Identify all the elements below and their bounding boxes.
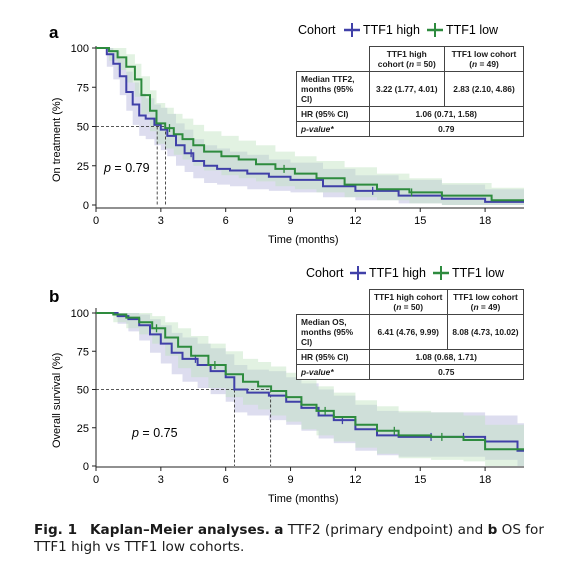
y-axis-label: On treatment (%) bbox=[51, 98, 63, 182]
legend-high-marker bbox=[350, 266, 366, 280]
summary-table: TTF1 high cohort (n = 50) TTF1 low cohort… bbox=[296, 46, 524, 137]
x-tick-label: 15 bbox=[414, 215, 426, 227]
table-cell: 1.08 (0.68, 1.71) bbox=[368, 349, 524, 365]
panel-letter: a bbox=[49, 23, 59, 42]
x-tick-label: 9 bbox=[287, 215, 293, 227]
figure-label: Fig. 1 bbox=[34, 522, 78, 538]
y-tick-label: 50 bbox=[77, 122, 89, 134]
table-cell: 6.41 (4.76, 9.99) bbox=[368, 314, 448, 350]
legend-high-label: TTF1 high bbox=[369, 266, 426, 280]
panel-a: a Cohort TTF1 high TTF1 low 0 3 6 9 12 15 18 0 2… bbox=[0, 0, 569, 265]
y-tick-label: 25 bbox=[77, 161, 89, 173]
caption-text-b: OS for TTF1 high vs TTF1 low cohorts. bbox=[34, 522, 544, 555]
table-header-high: TTF1 high cohort (n = 50) bbox=[368, 46, 446, 72]
table-row-label: p-value* bbox=[296, 364, 370, 380]
x-tick-label: 0 bbox=[93, 215, 99, 227]
legend-title: Cohort bbox=[298, 23, 336, 37]
summary-table: TTF1 high cohort (n = 50) TTF1 low cohort… bbox=[296, 289, 525, 380]
km-curve-ttf1-high bbox=[96, 47, 524, 203]
table-header-high: TTF1 high cohort (n = 50) bbox=[368, 289, 448, 315]
caption-letter-a: a bbox=[274, 522, 284, 538]
x-tick-label: 12 bbox=[349, 215, 361, 227]
ci-band-high bbox=[96, 313, 524, 466]
x-tick-label: 12 bbox=[349, 474, 361, 486]
y-tick-label: 100 bbox=[71, 308, 89, 320]
y-tick-label: 0 bbox=[83, 461, 89, 473]
table-cell: 3.22 (1.77, 4.01) bbox=[368, 71, 446, 107]
legend-title: Cohort bbox=[306, 266, 344, 280]
table-cell: 1.06 (0.71, 1.58) bbox=[368, 106, 524, 122]
table-cell: 8.08 (4.73, 10.02) bbox=[446, 314, 525, 350]
legend-low-label: TTF1 low bbox=[452, 266, 505, 280]
x-axis-label: Time (months) bbox=[268, 493, 339, 505]
table-cell: 2.83 (2.10, 4.86) bbox=[444, 71, 524, 107]
caption-letter-b: b bbox=[487, 522, 498, 538]
table-corner bbox=[296, 289, 370, 315]
legend-high-marker bbox=[344, 23, 360, 37]
ci-band-high bbox=[96, 48, 524, 205]
km-chart-a: a Cohort TTF1 high TTF1 low 0 3 6 9 12 15 18 0 2… bbox=[49, 23, 524, 246]
y-tick-label: 0 bbox=[83, 200, 89, 212]
x-tick-label: 15 bbox=[414, 474, 426, 486]
y-tick-label: 75 bbox=[77, 346, 89, 358]
y-tick-label: 100 bbox=[71, 43, 89, 55]
km-curve-ttf1-low bbox=[96, 312, 524, 451]
x-tick-label: 9 bbox=[287, 474, 293, 486]
legend-low-marker bbox=[427, 23, 443, 37]
y-tick-label: 25 bbox=[77, 423, 89, 435]
caption-text-a: TTF2 (primary endpoint) and bbox=[283, 522, 488, 538]
table-row-label: Median TTF2, months (95% CI) bbox=[296, 71, 370, 107]
x-tick-label: 6 bbox=[223, 215, 229, 227]
x-tick-label: 0 bbox=[93, 474, 99, 486]
table-corner bbox=[296, 46, 370, 72]
x-tick-label: 18 bbox=[479, 474, 491, 486]
y-tick-label: 75 bbox=[77, 82, 89, 94]
legend-low-marker bbox=[433, 266, 449, 280]
table-row-label: HR (95% CI) bbox=[296, 349, 370, 365]
panel-letter: b bbox=[49, 287, 59, 306]
table-header-low: TTF1 low cohort (n = 49) bbox=[446, 289, 525, 315]
table-header-low: TTF1 low cohort (n = 49) bbox=[444, 46, 524, 72]
legend-high-label: TTF1 high bbox=[363, 23, 420, 37]
ci-band-low bbox=[96, 48, 524, 205]
y-tick-label: 50 bbox=[77, 385, 89, 397]
figure-caption: Fig. 1 Kaplan–Meier analyses. a TTF2 (pr… bbox=[34, 522, 559, 556]
km-curve-ttf1-low bbox=[96, 47, 524, 202]
legend-low-label: TTF1 low bbox=[446, 23, 499, 37]
km-chart-b: b Cohort TTF1 high TTF1 low 0 3 6 9 12 15 18 0 2… bbox=[49, 266, 524, 505]
table-cell: 0.79 bbox=[368, 121, 524, 137]
p-value-annotation: p = 0.79 bbox=[103, 161, 150, 175]
panel-b: b Cohort TTF1 high TTF1 low 0 3 6 9 12 15 18 0 2… bbox=[0, 262, 569, 527]
x-tick-label: 18 bbox=[479, 215, 491, 227]
table-cell: 0.75 bbox=[368, 364, 524, 380]
x-tick-label: 3 bbox=[158, 474, 164, 486]
table-row-label: HR (95% CI) bbox=[296, 106, 370, 122]
p-value-annotation: p = 0.75 bbox=[131, 426, 178, 440]
y-axis-label: Overall survival (%) bbox=[51, 353, 63, 448]
figure-title: Kaplan–Meier analyses. bbox=[90, 522, 270, 538]
table-row-label: p-value* bbox=[296, 121, 370, 137]
x-tick-label: 6 bbox=[223, 474, 229, 486]
table-row-label: Median OS, months (95% CI) bbox=[296, 314, 370, 350]
x-axis-label: Time (months) bbox=[268, 234, 339, 246]
ci-band-low bbox=[96, 313, 524, 466]
x-tick-label: 3 bbox=[158, 215, 164, 227]
